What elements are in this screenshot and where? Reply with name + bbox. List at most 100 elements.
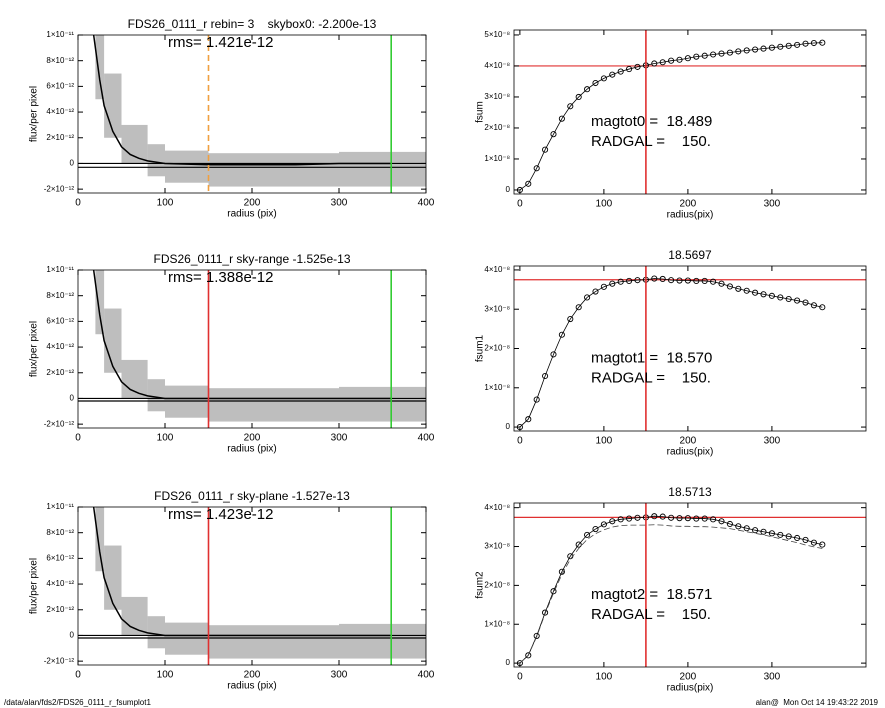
data-point xyxy=(575,541,582,548)
data-point xyxy=(684,515,691,522)
data-point xyxy=(542,146,549,153)
data-point xyxy=(735,523,742,530)
data-point xyxy=(659,59,666,66)
y-axis-label: flux/per pixel xyxy=(29,558,40,614)
curve xyxy=(519,524,823,664)
data-point xyxy=(684,55,691,62)
data-point xyxy=(752,289,759,296)
data-point xyxy=(718,518,725,525)
annotation: RADGAL = 150. xyxy=(591,133,711,150)
x-tick-label: 300 xyxy=(764,436,781,447)
y-tick-label: 2×10⁻¹² xyxy=(46,605,74,614)
data-point xyxy=(659,275,666,283)
y-tick-label: 8×10⁻¹² xyxy=(46,56,74,65)
chart-title: 18.5697 xyxy=(668,248,712,262)
data-point xyxy=(785,533,792,540)
x-tick-label: 0 xyxy=(75,433,81,444)
data-point xyxy=(668,514,675,521)
x-axis-label: radius(pix) xyxy=(667,447,714,458)
y-tick-label: -2×10⁻¹² xyxy=(44,656,75,665)
data-point xyxy=(718,280,725,287)
data-point xyxy=(542,372,549,380)
data-point xyxy=(558,331,565,338)
scatter-envelope xyxy=(147,379,165,412)
x-tick-label: 300 xyxy=(331,433,348,444)
data-point xyxy=(802,40,809,47)
data-point xyxy=(794,41,801,48)
data-point xyxy=(710,516,717,523)
scatter-envelope xyxy=(382,151,426,187)
y-tick-label: -2×10⁻¹² xyxy=(44,184,75,193)
scatter-envelope xyxy=(208,625,252,659)
data-point xyxy=(600,75,607,82)
data-point xyxy=(634,514,641,521)
data-point xyxy=(819,39,826,46)
data-point xyxy=(819,541,826,548)
x-tick-label: 200 xyxy=(680,436,697,447)
data-point xyxy=(659,513,666,520)
y-axis-label: fsum2 xyxy=(475,571,486,599)
y-tick-label: -2×10⁻¹² xyxy=(44,419,75,428)
y-tick-label: 0 xyxy=(70,394,75,403)
data-point xyxy=(609,518,616,525)
data-point xyxy=(575,93,582,101)
scatter-envelope xyxy=(165,385,209,418)
data-point xyxy=(558,115,565,122)
annotation: magtot1 = 18.570 xyxy=(591,349,712,366)
y-tick-label: 0 xyxy=(70,631,75,640)
scatter-envelope xyxy=(147,144,165,177)
y-tick-label: 1×10⁻⁸ xyxy=(484,383,510,392)
data-point xyxy=(584,86,591,93)
y-tick-label: 6×10⁻¹² xyxy=(46,316,74,325)
scatter-envelope xyxy=(339,151,383,187)
y-tick-label: 4×10⁻¹² xyxy=(46,579,74,588)
x-axis-label: radius(pix) xyxy=(667,210,714,221)
y-tick-label: 2×10⁻⁸ xyxy=(484,344,510,353)
data-point xyxy=(701,277,708,284)
data-point xyxy=(651,60,658,67)
y-tick-label: 0 xyxy=(506,185,511,194)
scatter-envelope xyxy=(339,623,383,659)
data-point xyxy=(626,515,633,522)
x-tick-label: 0 xyxy=(517,436,523,447)
scatter-envelope xyxy=(208,388,252,422)
data-point xyxy=(743,525,750,532)
data-point xyxy=(676,277,683,284)
x-axis-label: radius (pix) xyxy=(227,681,276,692)
data-point xyxy=(600,283,607,290)
x-tick-label: 400 xyxy=(418,433,435,444)
scatter-envelope xyxy=(252,625,339,659)
y-tick-label: 2×10⁻⁸ xyxy=(484,580,510,589)
data-point xyxy=(768,44,775,51)
y-axis-label: fsum xyxy=(475,101,486,123)
profile-line xyxy=(92,270,392,400)
x-tick-label: 300 xyxy=(764,199,781,210)
data-point xyxy=(726,49,733,56)
data-point xyxy=(634,63,641,70)
x-tick-label: 100 xyxy=(157,670,174,681)
data-point xyxy=(710,51,717,58)
annotation: rms= 1.388e-12 xyxy=(168,269,273,286)
x-tick-label: 100 xyxy=(157,433,174,444)
y-tick-label: 1×10⁻¹¹ xyxy=(46,30,74,39)
scatter-envelope xyxy=(147,616,165,649)
data-point xyxy=(651,513,658,520)
data-point xyxy=(567,315,574,323)
data-point xyxy=(600,521,607,528)
annotation: rms= 1.423e-12 xyxy=(168,506,273,523)
annotation: magtot2 = 18.571 xyxy=(591,586,712,603)
scatter-envelope xyxy=(252,153,339,187)
data-point xyxy=(710,278,717,285)
annotation: rms= 1.421e-12 xyxy=(168,34,273,51)
y-axis-label: fsum1 xyxy=(475,334,486,362)
data-point xyxy=(760,45,767,52)
data-point xyxy=(525,180,532,187)
data-point xyxy=(701,52,708,59)
data-point xyxy=(693,277,700,284)
data-point xyxy=(668,277,675,284)
y-tick-label: 4×10⁻¹² xyxy=(46,342,74,351)
x-tick-label: 300 xyxy=(331,670,348,681)
x-tick-label: 0 xyxy=(517,199,523,210)
